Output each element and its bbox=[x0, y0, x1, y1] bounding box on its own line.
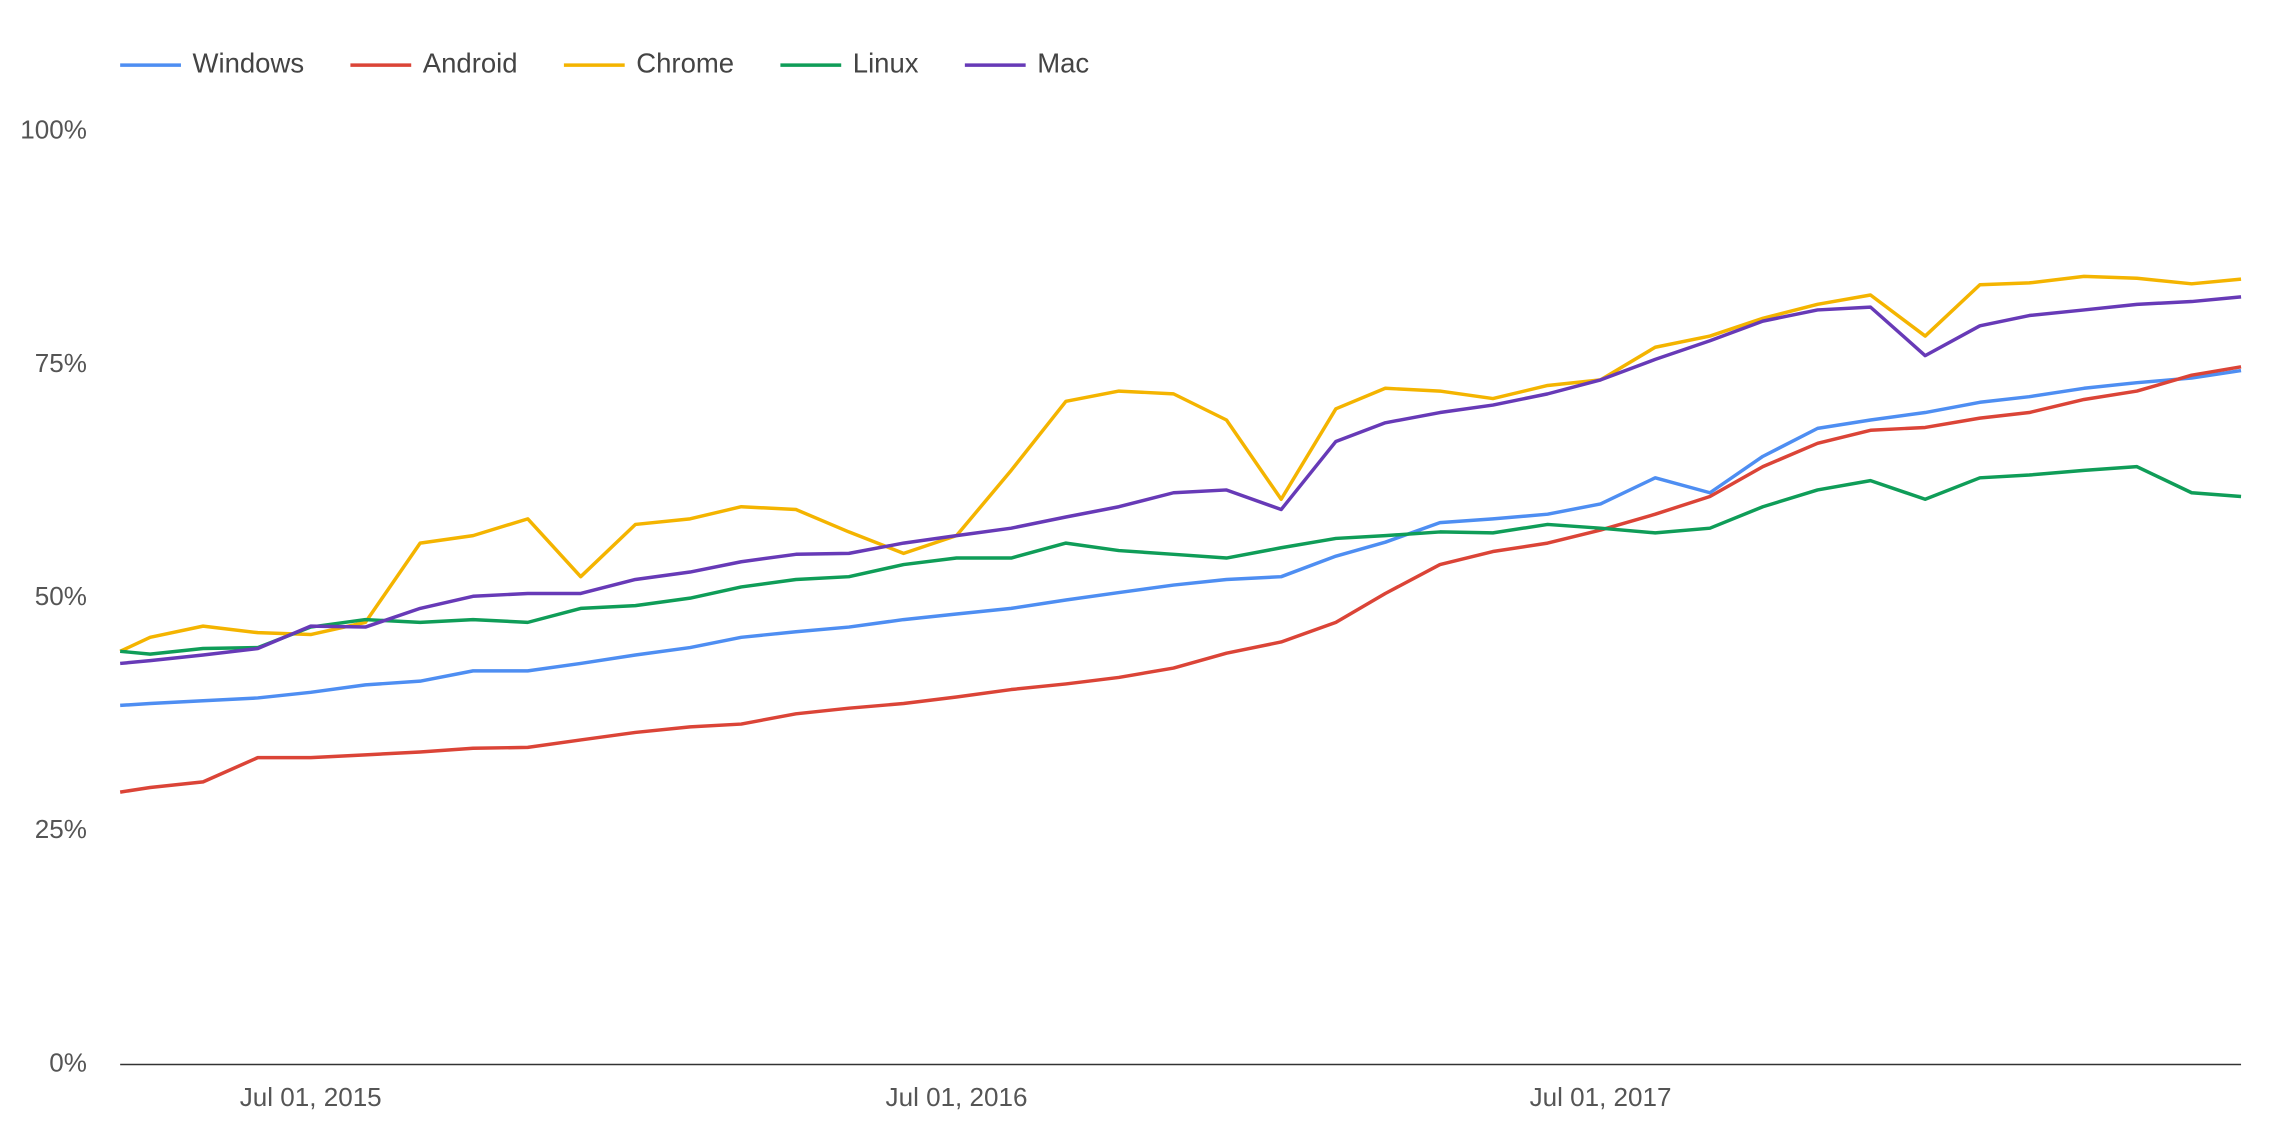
legend-item: Chrome bbox=[563, 47, 734, 78]
y-tick-label: 25% bbox=[35, 814, 87, 844]
x-tick-label: Jul 01, 2017 bbox=[1530, 1082, 1672, 1112]
legend-item: Linux bbox=[780, 47, 919, 78]
series-line bbox=[119, 274, 2242, 653]
legend-label: Mac bbox=[1037, 47, 1089, 78]
series-line bbox=[119, 365, 2242, 794]
series-line bbox=[119, 464, 2242, 656]
legend-label: Chrome bbox=[636, 47, 734, 78]
legend-label: Android bbox=[423, 47, 518, 78]
y-tick-label: 0% bbox=[49, 1047, 87, 1077]
legend-item: Windows bbox=[120, 47, 304, 78]
y-tick-label: 50% bbox=[35, 581, 87, 611]
y-tick-label: 75% bbox=[35, 348, 87, 378]
y-tick-label: 100% bbox=[20, 115, 87, 145]
legend-item: Mac bbox=[964, 47, 1089, 78]
x-tick-label: Jul 01, 2016 bbox=[886, 1082, 1028, 1112]
series-line bbox=[119, 295, 2242, 666]
series-line bbox=[120, 368, 2242, 708]
legend-label: Linux bbox=[853, 47, 919, 78]
legend-item: Android bbox=[350, 47, 518, 78]
x-tick-label: Jul 01, 2015 bbox=[240, 1082, 382, 1112]
legend-label: Windows bbox=[193, 47, 305, 78]
